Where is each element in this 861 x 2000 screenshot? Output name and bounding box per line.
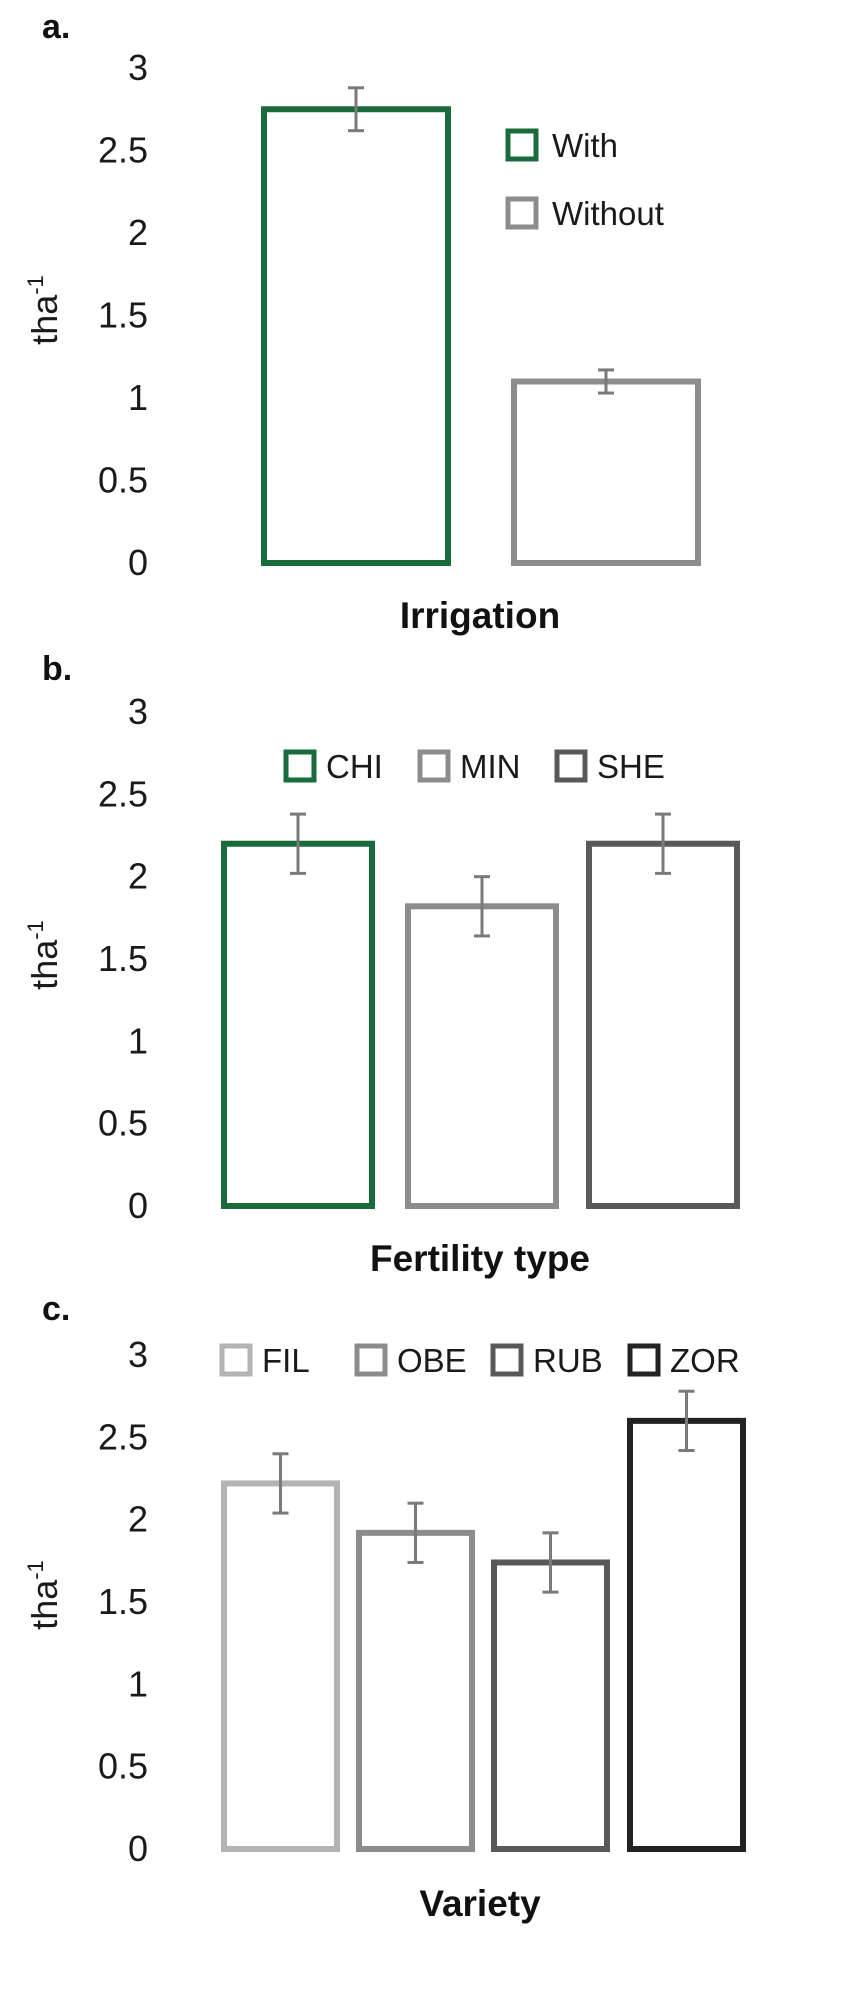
y-tick-label: 2.5 xyxy=(98,773,148,814)
y-tick-label: 2 xyxy=(128,856,148,897)
legend-label-fil: FIL xyxy=(262,1342,310,1379)
y-tick-label: 1 xyxy=(128,377,148,418)
bar-without xyxy=(511,378,701,566)
bar-obe xyxy=(356,1529,475,1852)
panel-label: a. xyxy=(42,8,70,46)
legend-swatch-without xyxy=(505,196,539,230)
y-axis-label-base: tha xyxy=(24,939,65,990)
legend-swatch-min xyxy=(417,749,451,783)
y-tick-label: 1 xyxy=(128,1663,148,1704)
y-tick-label: 2.5 xyxy=(98,1416,148,1457)
x-axis-label: Fertility type xyxy=(370,1238,590,1279)
y-tick-label: 0.5 xyxy=(98,460,148,501)
legend-swatch-obe xyxy=(354,1343,388,1377)
error-bar-chi xyxy=(290,812,306,875)
legend-label-chi: CHI xyxy=(326,748,383,785)
legend-label-obe: OBE xyxy=(397,1342,467,1379)
panel-c: c. 0 0.5 1 1.5 2 2.5 3 tha-1 FIL OBE RUB ZOR Variety xyxy=(23,1290,746,1924)
y-tick-label: 2.5 xyxy=(98,130,148,171)
panel-b: b. 0 0.5 1 1.5 2 2.5 3 tha-1 CHI MIN SHE Fertility t… xyxy=(23,650,740,1279)
error-bar-zor xyxy=(678,1389,695,1453)
y-axis-label: tha-1 xyxy=(23,275,65,345)
y-tick-label: 1.5 xyxy=(98,938,148,979)
error-bar-fil xyxy=(272,1452,289,1515)
y-axis-label-base: tha xyxy=(24,294,65,345)
y-axis-label-sup: -1 xyxy=(23,920,48,940)
y-tick-label: 1.5 xyxy=(98,1581,148,1622)
legend-swatch-zor xyxy=(627,1343,661,1377)
bar-rub xyxy=(491,1559,610,1852)
y-axis-label-sup: -1 xyxy=(23,1560,48,1580)
error-bar-rub xyxy=(542,1531,559,1594)
y-tick-label: 0 xyxy=(128,1828,148,1869)
legend-swatch-rub xyxy=(490,1343,524,1377)
y-tick-label: 0 xyxy=(128,1185,148,1226)
legend: CHI MIN SHE xyxy=(283,748,665,785)
y-tick-label: 0 xyxy=(128,542,148,583)
x-axis-label: Irrigation xyxy=(400,595,560,636)
legend-swatch-with xyxy=(505,128,539,162)
error-bar-without xyxy=(598,368,614,395)
y-tick-label: 1.5 xyxy=(98,295,148,336)
x-axis-label: Variety xyxy=(419,1883,541,1924)
error-bar-obe xyxy=(407,1501,424,1564)
y-axis-label: tha-1 xyxy=(23,1560,65,1630)
legend-label-with: With xyxy=(552,127,618,164)
y-axis-label-base: tha xyxy=(24,1579,65,1630)
legend-label-min: MIN xyxy=(460,748,521,785)
y-tick-label: 0.5 xyxy=(98,1746,148,1787)
y-axis-label-sup: -1 xyxy=(23,275,48,295)
legend-label-she: SHE xyxy=(597,748,665,785)
panel-label: b. xyxy=(42,650,72,688)
y-tick-label: 3 xyxy=(128,47,148,88)
bar-min xyxy=(405,903,559,1209)
y-tick-label: 2 xyxy=(128,1499,148,1540)
y-tick-label: 2 xyxy=(128,212,148,253)
legend-swatch-chi xyxy=(283,749,317,783)
error-bar-with xyxy=(348,86,364,133)
y-axis-label: tha-1 xyxy=(23,920,65,990)
bar-fil xyxy=(221,1480,340,1852)
panel-label: c. xyxy=(42,1290,70,1328)
bar-zor xyxy=(627,1417,746,1853)
legend-swatch-she xyxy=(554,749,588,783)
legend-label-rub: RUB xyxy=(533,1342,603,1379)
panel-a: a. 0 0.5 1 1.5 2 2.5 3 tha-1 With Without Irrigatio… xyxy=(23,8,701,636)
bar-with xyxy=(261,106,451,566)
legend-swatch-fil xyxy=(219,1343,253,1377)
error-bar-she xyxy=(655,812,671,875)
legend-label-without: Without xyxy=(552,195,664,232)
error-bar-min xyxy=(474,875,490,938)
y-tick-label: 3 xyxy=(128,691,148,732)
y-tick-label: 3 xyxy=(128,1334,148,1375)
legend: With Without xyxy=(505,127,664,232)
y-tick-label: 0.5 xyxy=(98,1103,148,1144)
bar-she xyxy=(586,840,740,1209)
y-tick-label: 1 xyxy=(128,1020,148,1061)
legend: FIL OBE RUB ZOR xyxy=(219,1342,740,1379)
bar-chi xyxy=(221,840,375,1209)
legend-label-zor: ZOR xyxy=(670,1342,740,1379)
